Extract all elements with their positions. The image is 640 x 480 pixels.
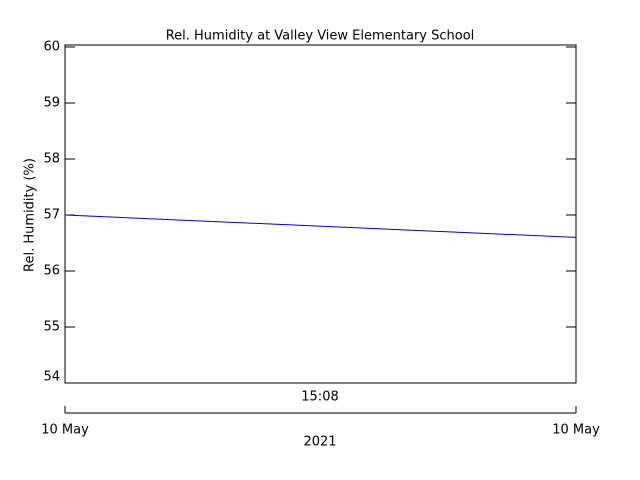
chart-title: Rel. Humidity at Valley View Elementary … — [166, 29, 475, 44]
y-tick-label: 54 — [43, 370, 60, 385]
y-tick-label: 59 — [43, 96, 60, 111]
y-tick-label: 58 — [43, 152, 60, 167]
y-tick-label: 55 — [43, 320, 60, 335]
time-label: 15:08 — [301, 390, 338, 405]
y-tick-label: 56 — [43, 264, 60, 279]
y-axis-label: Rel. Humidity (%) — [23, 158, 38, 272]
date-label: 10 May — [552, 423, 600, 438]
x-axis-label: 2021 — [303, 435, 336, 450]
data-line — [64, 214, 577, 238]
plot-frame — [64, 44, 577, 384]
date-label: 10 May — [41, 423, 89, 438]
y-tick-label: 60 — [43, 40, 60, 55]
y-tick-label: 57 — [43, 208, 60, 223]
